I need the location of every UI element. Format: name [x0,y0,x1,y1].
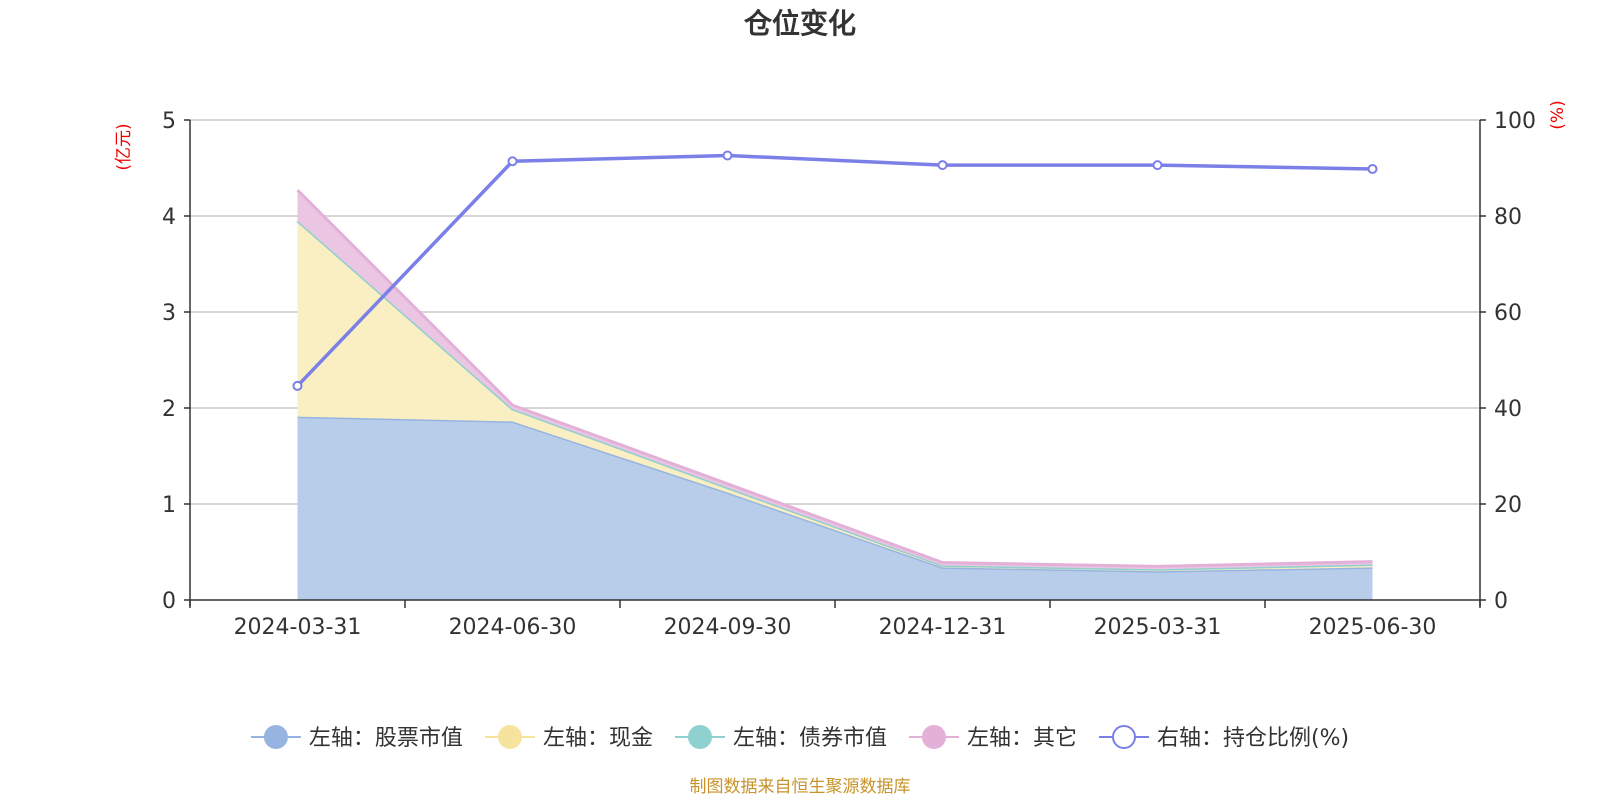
ratio-point [937,160,948,171]
right-axis-unit: (%) [1548,100,1568,129]
legend-swatch-marker [497,725,522,749]
x-tick-label: 2025-06-30 [1309,615,1437,640]
right-tick-label: 0 [1494,589,1508,614]
axes: 0 0 1 20 2 40 3 60 4 80 5 100 2024-03-31 2024-06-30 20… [162,109,1536,640]
legend-swatch-marker [1111,725,1136,749]
legend-swatch-marker [687,725,712,749]
source-note: 制图数据来自恒生聚源数据库 [690,777,911,797]
left-tick-label: 4 [162,205,176,230]
area-series-edge [296,189,1373,568]
stacked-areas [296,189,1373,600]
left-tick-label: 1 [162,493,176,518]
ratio-line-path [296,153,1373,388]
left-tick-label: 5 [162,109,176,134]
ratio-point [722,150,733,161]
legend-label: 右轴：持仓比例(%) [1157,726,1349,751]
x-tick-label: 2024-03-31 [234,615,362,640]
legend-label: 左轴：现金 [543,726,653,751]
right-tick-label: 80 [1494,205,1522,230]
area-series [297,416,1373,600]
x-tick-label: 2025-03-31 [1094,615,1222,640]
ratio-point [1152,160,1163,171]
left-tick-label: 2 [162,397,176,422]
legend-label: 左轴：债券市值 [733,726,887,751]
right-tick-label: 60 [1494,301,1522,326]
right-tick-label: 20 [1494,493,1522,518]
chart-title: 仓位变化 [744,7,856,40]
x-tick-label: 2024-12-31 [879,615,1007,640]
legend-swatch-marker [263,725,288,749]
legend-label: 左轴：其它 [967,726,1077,751]
left-axis-unit: (亿元) [114,123,134,170]
legend: 左轴：股票市值 左轴：现金 左轴：债券市值 左轴：其它 右轴：持仓比例(%) [250,725,1349,751]
ratio-point [292,380,303,391]
ratio-line [292,150,1378,391]
legend-swatch-marker [921,725,946,749]
x-tick-label: 2024-06-30 [449,615,577,640]
left-tick-label: 0 [162,589,176,614]
x-tick-label: 2024-09-30 [664,615,792,640]
ratio-point [1367,163,1378,174]
right-tick-label: 100 [1494,109,1536,134]
legend-label: 左轴：股票市值 [309,726,463,751]
right-tick-label: 40 [1494,397,1522,422]
ratio-point [507,156,518,167]
left-tick-label: 3 [162,301,176,326]
